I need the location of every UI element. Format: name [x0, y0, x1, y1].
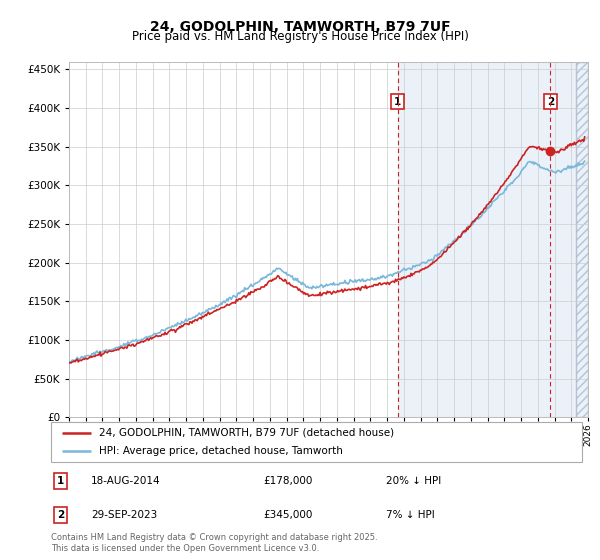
Text: HPI: Average price, detached house, Tamworth: HPI: Average price, detached house, Tamw…: [99, 446, 343, 456]
Text: 2: 2: [547, 97, 554, 107]
Text: 1: 1: [57, 476, 64, 486]
Bar: [576, 62, 588, 417]
Text: 24, GODOLPHIN, TAMWORTH, B79 7UF (detached house): 24, GODOLPHIN, TAMWORTH, B79 7UF (detach…: [99, 428, 394, 437]
Text: Price paid vs. HM Land Registry's House Price Index (HPI): Price paid vs. HM Land Registry's House …: [131, 30, 469, 43]
Text: 18-AUG-2014: 18-AUG-2014: [91, 476, 160, 486]
Bar: [576, 62, 588, 417]
Text: £178,000: £178,000: [263, 476, 313, 486]
Text: 2: 2: [57, 510, 64, 520]
Bar: [398, 62, 576, 417]
Text: £345,000: £345,000: [263, 510, 313, 520]
Text: 7% ↓ HPI: 7% ↓ HPI: [386, 510, 434, 520]
Text: 1: 1: [394, 97, 401, 107]
Text: 20% ↓ HPI: 20% ↓ HPI: [386, 476, 441, 486]
Text: 24, GODOLPHIN, TAMWORTH, B79 7UF: 24, GODOLPHIN, TAMWORTH, B79 7UF: [149, 20, 451, 34]
Text: Contains HM Land Registry data © Crown copyright and database right 2025.
This d: Contains HM Land Registry data © Crown c…: [51, 533, 377, 553]
Text: 29-SEP-2023: 29-SEP-2023: [91, 510, 157, 520]
FancyBboxPatch shape: [51, 422, 582, 462]
